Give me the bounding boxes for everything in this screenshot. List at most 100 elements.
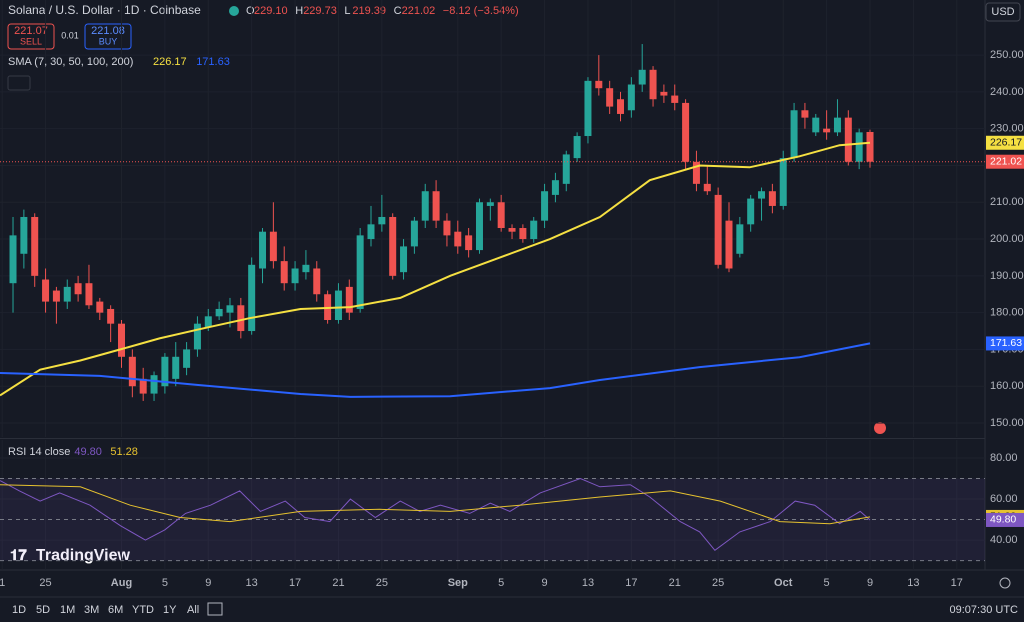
indicator-line bbox=[0, 484, 871, 525]
candle-body bbox=[63, 286, 71, 302]
candle-body bbox=[183, 349, 191, 368]
candle-body bbox=[801, 110, 809, 118]
candle-body bbox=[790, 110, 798, 159]
sell-label: SELL bbox=[20, 36, 42, 46]
collapse-button[interactable] bbox=[7, 75, 31, 91]
indicator-legend: RSI 14 close bbox=[8, 446, 70, 458]
candle-body bbox=[714, 194, 722, 265]
last-price-tag-bg bbox=[986, 154, 1024, 169]
y-tick-label: 40.00 bbox=[990, 534, 1018, 546]
candle-body bbox=[530, 220, 538, 240]
range-button[interactable]: 1M bbox=[60, 604, 75, 616]
candle-body bbox=[627, 84, 635, 111]
ohlc-letter: L bbox=[344, 5, 350, 17]
candle-body bbox=[649, 69, 657, 100]
y-tick-label: 180.00 bbox=[990, 307, 1024, 319]
candle-body bbox=[660, 91, 668, 96]
buy-button[interactable] bbox=[84, 23, 132, 50]
x-tick-label: 17 bbox=[289, 577, 301, 589]
sell-button[interactable] bbox=[7, 23, 55, 50]
x-tick-label: 25 bbox=[39, 577, 51, 589]
range-button[interactable]: YTD bbox=[132, 604, 154, 616]
candle-body bbox=[465, 235, 473, 251]
x-tick-label: 13 bbox=[907, 577, 919, 589]
currency-button[interactable] bbox=[985, 2, 1021, 22]
x-tick-label: 5 bbox=[498, 577, 504, 589]
x-tick-label: 21 bbox=[669, 577, 681, 589]
indicator-line bbox=[0, 477, 871, 551]
ohlc-value: 229.73 bbox=[303, 5, 337, 17]
candle-body bbox=[443, 220, 451, 236]
candle-body bbox=[779, 158, 787, 206]
candle-body bbox=[573, 136, 581, 159]
candle-body bbox=[410, 220, 418, 247]
x-tick-label: 13 bbox=[246, 577, 258, 589]
candle-body bbox=[161, 356, 169, 387]
date-range-icon[interactable] bbox=[207, 602, 223, 616]
range-button[interactable]: 1Y bbox=[163, 604, 177, 616]
indicator-line bbox=[0, 342, 871, 398]
y-tick-label: 60.00 bbox=[990, 493, 1018, 505]
x-tick-label: 9 bbox=[205, 577, 211, 589]
ohlc-value: 219.39 bbox=[352, 5, 386, 17]
x-tick-label: Oct bbox=[774, 577, 793, 589]
last-price-tag: 221.02 bbox=[990, 155, 1022, 167]
ohlc-letter: O bbox=[246, 5, 255, 17]
candle-body bbox=[432, 191, 440, 221]
series-value-tag: 226.17 bbox=[990, 137, 1022, 149]
settings-icon[interactable] bbox=[999, 577, 1011, 589]
candle-body bbox=[204, 316, 212, 328]
range-button[interactable]: All bbox=[187, 604, 199, 616]
x-tick-label: 17 bbox=[951, 577, 963, 589]
candle-body bbox=[269, 231, 277, 262]
ohlc-value: 221.02 bbox=[402, 5, 436, 17]
range-button[interactable]: 1D bbox=[12, 604, 26, 616]
candle-body bbox=[259, 231, 267, 269]
currency: USD bbox=[991, 6, 1014, 18]
candle-body bbox=[541, 191, 549, 221]
candle-body bbox=[400, 246, 408, 273]
x-tick-label: 9 bbox=[542, 577, 548, 589]
y-tick-label: 200.00 bbox=[990, 233, 1024, 245]
event-icon[interactable] bbox=[874, 422, 886, 434]
indicator-legend: SMA (7, 30, 50, 100, 200) bbox=[8, 56, 133, 68]
range-button[interactable]: 6M bbox=[108, 604, 123, 616]
candle-body bbox=[226, 305, 234, 313]
ohlc-value: 229.10 bbox=[254, 5, 288, 17]
x-tick-label: 5 bbox=[824, 577, 830, 589]
candle-body bbox=[421, 191, 429, 221]
candle-body bbox=[454, 231, 462, 247]
legend-value: 49.80 bbox=[74, 446, 102, 458]
y-tick-label: 150.00 bbox=[990, 417, 1024, 429]
candle-body bbox=[606, 88, 614, 107]
candle-body bbox=[595, 80, 603, 89]
ohlc-letter: C bbox=[394, 5, 402, 17]
range-button[interactable]: 5D bbox=[36, 604, 50, 616]
logo: TradingView bbox=[36, 547, 131, 564]
y-tick-label: 210.00 bbox=[990, 196, 1024, 208]
candle-body bbox=[551, 180, 559, 195]
candle-body bbox=[378, 216, 386, 225]
candle-body bbox=[302, 264, 310, 273]
candle-body bbox=[52, 290, 60, 302]
candle-body bbox=[85, 283, 93, 306]
candle-body bbox=[747, 198, 755, 225]
y-tick-label: 80.00 bbox=[990, 452, 1018, 464]
candle-body bbox=[9, 235, 17, 284]
x-tick-label: Aug bbox=[111, 577, 132, 589]
range-button[interactable]: 3M bbox=[84, 604, 99, 616]
y-tick-label: 160.00 bbox=[990, 380, 1024, 392]
candle-body bbox=[139, 378, 147, 394]
legend-value: 226.17 bbox=[153, 56, 187, 68]
candle-body bbox=[313, 268, 321, 295]
x-tick-label: 13 bbox=[582, 577, 594, 589]
x-tick-label: 21 bbox=[332, 577, 344, 589]
clock: 09:07:30 UTC bbox=[950, 604, 1019, 616]
candle-body bbox=[248, 264, 256, 332]
candle-body bbox=[519, 228, 527, 240]
candle-body bbox=[291, 268, 299, 284]
y-tick-label: 190.00 bbox=[990, 270, 1024, 282]
x-tick-label: 5 bbox=[162, 577, 168, 589]
candle-body bbox=[703, 183, 711, 192]
